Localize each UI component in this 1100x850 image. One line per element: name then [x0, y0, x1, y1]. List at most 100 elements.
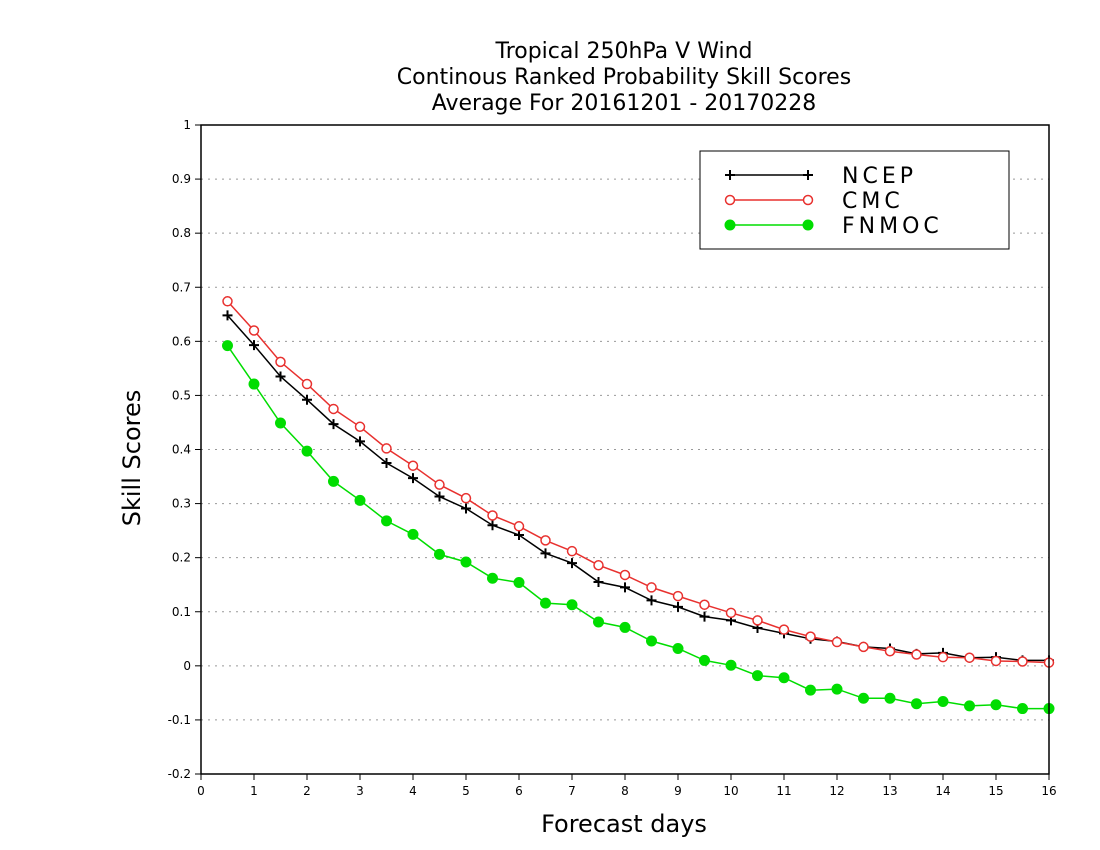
fnmoc-point	[354, 494, 366, 506]
ncep-point	[487, 520, 498, 531]
fnmoc-point	[937, 696, 949, 708]
cmc-point	[884, 645, 896, 657]
cmc-point	[354, 421, 366, 433]
cmc-point	[858, 641, 869, 653]
x-tick-label: 9	[674, 784, 682, 798]
ncep-point	[593, 577, 604, 588]
axis-ticks	[195, 124, 1050, 780]
x-tick-label: 5	[462, 784, 470, 798]
title-line-1: Tropical 250hPa V Wind	[494, 39, 752, 64]
ncep-point	[646, 595, 657, 606]
cmc-point	[593, 559, 604, 571]
fnmoc-point	[805, 684, 816, 696]
series-cmc	[222, 296, 1055, 668]
cmc-point	[434, 479, 445, 490]
x-tick-label: 14	[935, 784, 950, 798]
cmc-point	[275, 356, 286, 368]
cmc-point	[831, 636, 843, 648]
cmc-point	[407, 460, 419, 471]
y-tick-label: 0.4	[172, 443, 191, 457]
x-tick-label: 2	[303, 784, 311, 798]
fnmoc-point	[460, 556, 472, 568]
fnmoc-point	[725, 659, 737, 671]
ncep-line	[226, 314, 1049, 662]
ncep-point	[434, 491, 445, 502]
cmc-point	[513, 521, 525, 532]
fnmoc-point	[699, 654, 710, 666]
x-tick-label: 11	[776, 784, 791, 798]
ncep-point	[302, 394, 312, 405]
x-tick-label: 16	[1041, 784, 1056, 798]
fnmoc-point	[672, 643, 684, 655]
y-tick-label: 0.6	[172, 334, 191, 348]
ncep-point	[249, 340, 259, 351]
fnmoc-point	[381, 515, 392, 527]
cmc-point	[1017, 656, 1028, 667]
ncep-point	[328, 419, 339, 430]
y-tick-label: 0.5	[172, 388, 191, 402]
legend-label-fnmoc: FNMOC	[842, 214, 943, 239]
title-line-2: Continous Ranked Probability Skill Score…	[397, 65, 851, 90]
y-tick-label: 0.8	[172, 226, 191, 240]
fnmoc-point	[752, 670, 763, 682]
x-tick-label: 3	[356, 784, 364, 798]
ncep-point	[567, 558, 577, 569]
x-tick-label: 4	[409, 784, 417, 798]
cmc-point	[487, 510, 498, 521]
fnmoc-point	[513, 577, 525, 589]
cmc-line	[226, 300, 1050, 664]
ncep-point	[408, 473, 418, 484]
ncep-point	[699, 611, 710, 622]
y-gridlines	[201, 178, 1049, 721]
y-tick-label: 0.2	[172, 551, 191, 565]
fnmoc-point	[964, 700, 975, 712]
ncep-point	[381, 458, 392, 469]
cmc-point	[301, 378, 313, 390]
y-axis-label: Skill Scores	[118, 390, 146, 527]
x-axis-label: Forecast days	[541, 810, 707, 838]
ncep-point	[275, 371, 286, 382]
cmc-point	[222, 296, 233, 307]
cmc-point	[566, 545, 578, 557]
x-tick-label: 8	[621, 784, 629, 798]
series-lines	[222, 296, 1055, 715]
cmc-point	[725, 607, 737, 619]
legend-marker-ncep	[725, 170, 735, 180]
ncep-point	[461, 503, 471, 514]
y-tick-label: 0.3	[172, 497, 191, 511]
fnmoc-point	[566, 599, 578, 611]
y-tick-label: 0.9	[172, 172, 191, 186]
ncep-point	[620, 582, 630, 593]
y-tick-label: 0	[183, 659, 191, 673]
title-line-3: Average For 20161201 - 20170228	[432, 91, 817, 116]
ncep-point	[222, 310, 233, 321]
legend-marker-cmc	[802, 194, 814, 206]
cmc-point	[672, 590, 684, 602]
fnmoc-point	[434, 548, 445, 560]
cmc-point	[646, 582, 657, 593]
cmc-point	[990, 655, 1002, 667]
x-tick-label: 12	[829, 784, 844, 798]
plot-frame	[200, 124, 1050, 775]
legend-marker-cmc	[724, 194, 736, 206]
x-tick-label: 10	[723, 784, 738, 798]
cmc-point	[937, 651, 949, 663]
fnmoc-point	[884, 692, 896, 704]
fnmoc-point	[328, 475, 339, 487]
fnmoc-point	[540, 597, 551, 609]
series-fnmoc	[222, 340, 1055, 715]
cmc-point	[699, 599, 710, 610]
fnmoc-point	[248, 378, 260, 390]
cmc-point	[911, 649, 922, 660]
y-tick-label: 0.7	[172, 280, 191, 294]
legend-marker-ncep	[803, 170, 813, 180]
legend-marker-fnmoc	[802, 219, 814, 231]
legend-label-ncep: NCEP	[842, 164, 917, 189]
cmc-point	[540, 535, 551, 546]
ncep-point	[673, 601, 683, 612]
x-tick-label: 7	[568, 784, 576, 798]
cmc-point	[460, 492, 472, 504]
cmc-point	[752, 615, 763, 626]
